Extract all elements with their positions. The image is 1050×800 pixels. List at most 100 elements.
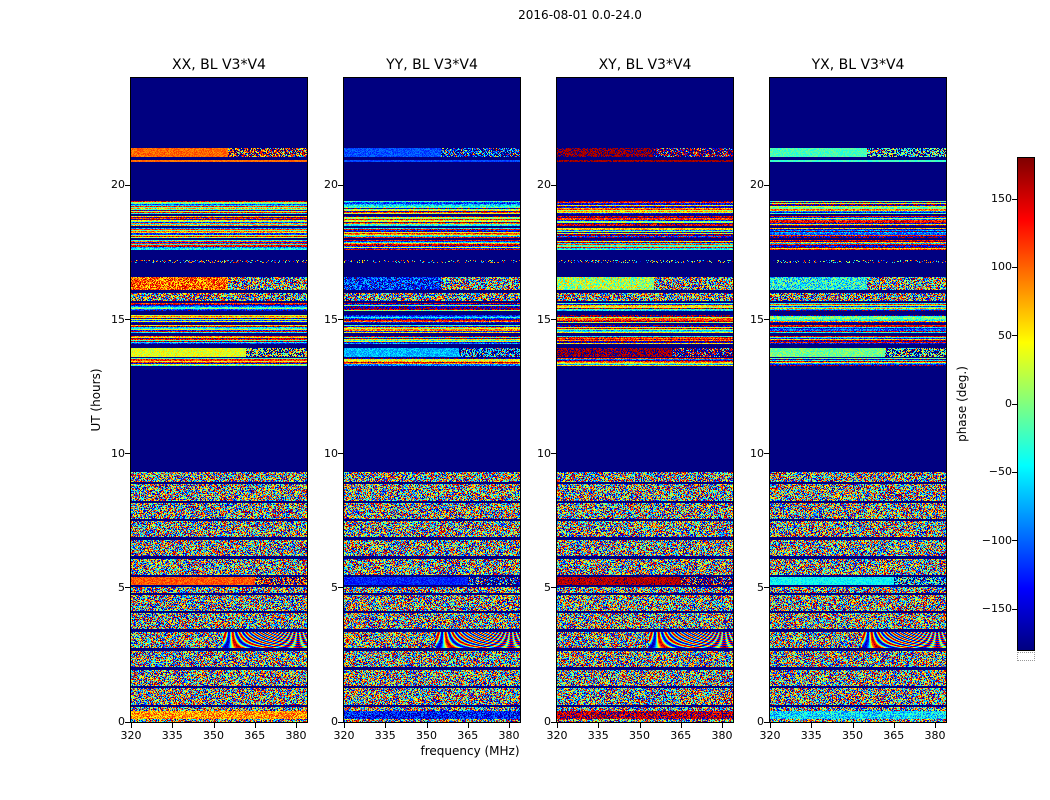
y-tick-mark xyxy=(764,319,769,320)
y-tick-mark xyxy=(551,453,556,455)
y-tick-mark xyxy=(125,453,130,455)
heatmap-panel-xx xyxy=(130,77,308,723)
y-tick-mark xyxy=(338,453,343,455)
y-tick-mark xyxy=(338,184,343,186)
x-tick-mark xyxy=(467,723,469,728)
y-tick-label: 15 xyxy=(111,312,125,326)
colorbar-tick-label: −50 xyxy=(988,465,1012,479)
y-tick-label: 20 xyxy=(324,178,338,192)
x-tick-mark xyxy=(426,723,428,728)
x-tick-label: 320 xyxy=(120,729,142,742)
x-tick-label: 365 xyxy=(244,729,266,742)
y-tick-label: 15 xyxy=(537,312,551,326)
y-tick-label: 5 xyxy=(544,580,551,594)
panel-title-xy: XY, BL V3*V4 xyxy=(598,57,692,73)
x-tick-mark xyxy=(680,723,682,728)
x-tick-label: 335 xyxy=(800,729,822,742)
x-tick-label: 380 xyxy=(711,729,733,742)
x-tick-label: 335 xyxy=(374,729,396,742)
y-tick-label: 10 xyxy=(750,446,764,460)
x-tick-label: 380 xyxy=(285,729,307,742)
y-tick-label: 10 xyxy=(537,446,551,460)
y-tick-label: 0 xyxy=(331,715,338,728)
x-tick-mark xyxy=(722,723,723,728)
colorbar-tick-mark xyxy=(1012,266,1017,268)
heatmap-panel-yx xyxy=(769,77,947,723)
colorbar-tick-mark xyxy=(1012,335,1017,337)
y-tick-label: 0 xyxy=(757,715,764,728)
y-tick-mark xyxy=(764,587,769,589)
y-tick-label: 0 xyxy=(544,715,551,728)
x-tick-label: 380 xyxy=(498,729,520,742)
x-tick-mark xyxy=(213,723,215,728)
y-tick-mark xyxy=(551,319,556,320)
y-tick-label: 15 xyxy=(324,312,338,326)
y-tick-label: 5 xyxy=(331,580,338,594)
figure-title: 2016-08-01 0.0-24.0 xyxy=(518,8,642,22)
colorbar-label: phase (deg.) xyxy=(955,366,969,442)
colorbar-tick-label: 0 xyxy=(1005,397,1012,410)
y-axis-label: UT (hours) xyxy=(89,368,103,432)
y-tick-mark xyxy=(125,587,130,589)
x-tick-label: 350 xyxy=(416,729,437,742)
x-tick-label: 350 xyxy=(842,729,863,742)
y-tick-mark xyxy=(764,453,769,455)
y-tick-mark xyxy=(551,587,556,589)
x-tick-mark xyxy=(639,723,641,728)
x-tick-mark xyxy=(296,723,297,728)
colorbar-tick-mark xyxy=(1012,198,1017,200)
x-tick-mark xyxy=(131,723,132,728)
y-tick-mark xyxy=(764,184,769,186)
y-tick-mark xyxy=(125,319,130,320)
y-tick-label: 10 xyxy=(111,446,125,460)
colorbar-tick-mark xyxy=(1012,540,1017,542)
y-tick-mark xyxy=(338,587,343,589)
y-tick-mark xyxy=(764,721,769,723)
colorbar-tick-mark xyxy=(1012,471,1017,473)
x-tick-mark xyxy=(344,723,345,728)
y-tick-label: 0 xyxy=(118,715,125,728)
y-tick-mark xyxy=(338,721,343,723)
heatmap-panel-yy xyxy=(343,77,521,723)
colorbar-tick-label: 100 xyxy=(991,260,1012,274)
colorbar-tick-label: 150 xyxy=(991,192,1012,205)
y-tick-label: 15 xyxy=(750,312,764,326)
y-tick-label: 20 xyxy=(537,178,551,192)
y-tick-mark xyxy=(551,721,556,723)
x-tick-label: 365 xyxy=(883,729,905,742)
heatmap-canvas-xx xyxy=(131,78,307,722)
heatmap-canvas-xy xyxy=(557,78,733,722)
panel-title-xx: XX, BL V3*V4 xyxy=(172,57,266,73)
colorbar-tick-label: 50 xyxy=(998,328,1012,342)
x-tick-mark xyxy=(557,723,558,728)
x-tick-mark xyxy=(598,723,600,728)
x-tick-label: 365 xyxy=(457,729,479,742)
y-tick-label: 5 xyxy=(118,580,125,594)
x-tick-label: 350 xyxy=(629,729,650,742)
x-tick-mark xyxy=(811,723,813,728)
y-tick-mark xyxy=(125,184,130,186)
y-tick-mark xyxy=(338,319,343,320)
x-tick-mark xyxy=(770,723,771,728)
x-tick-mark xyxy=(385,723,387,728)
y-tick-mark xyxy=(551,184,556,186)
colorbar-tick-label: −150 xyxy=(981,602,1012,615)
x-axis-label: frequency (MHz) xyxy=(420,744,520,758)
x-tick-label: 350 xyxy=(203,729,224,742)
colorbar-gradient xyxy=(1018,158,1034,650)
x-tick-mark xyxy=(935,723,936,728)
y-tick-mark xyxy=(125,721,130,723)
panel-title-yx: YX, BL V3*V4 xyxy=(811,57,905,73)
colorbar xyxy=(1017,157,1035,651)
y-tick-label: 5 xyxy=(757,580,764,594)
x-tick-label: 335 xyxy=(587,729,609,742)
x-tick-label: 365 xyxy=(670,729,692,742)
colorbar-tick-mark xyxy=(1012,608,1017,610)
x-tick-mark xyxy=(893,723,895,728)
colorbar-tick-mark xyxy=(1012,403,1017,405)
y-tick-label: 10 xyxy=(324,446,338,460)
x-tick-mark xyxy=(254,723,256,728)
x-tick-mark xyxy=(852,723,854,728)
y-tick-label: 20 xyxy=(750,178,764,192)
